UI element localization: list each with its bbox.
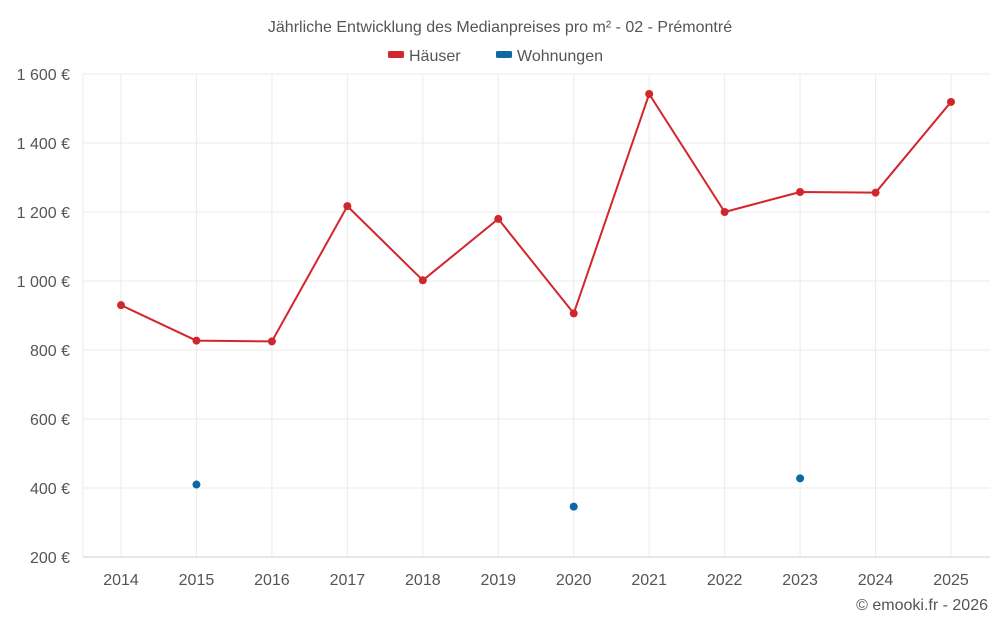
series-line <box>120 93 952 343</box>
x-tick-label: 2014 <box>103 572 139 589</box>
data-point[interactable] <box>569 309 578 318</box>
x-tick-label: 2024 <box>858 572 894 589</box>
y-axis-ticks: 200 € 400 € 600 € 800 € 1 000 € 1 200 € 1 400 … <box>17 67 70 567</box>
chart-title: Jährliche Entwicklung des Medianpreises … <box>268 19 732 36</box>
series-group <box>117 90 955 511</box>
y-tick-label: 1 200 € <box>17 205 70 222</box>
data-point[interactable] <box>871 188 880 197</box>
data-point[interactable] <box>494 214 503 223</box>
data-point[interactable] <box>796 474 805 483</box>
data-point[interactable] <box>569 502 578 511</box>
legend-label: Häuser <box>409 48 461 65</box>
data-point[interactable] <box>418 276 427 285</box>
legend-swatch <box>388 51 404 58</box>
x-axis-ticks: 2014 2015 2016 2017 2018 2019 2020 2021 2022 2023… <box>103 572 969 589</box>
data-point[interactable] <box>796 187 805 196</box>
x-tick-label: 2017 <box>330 572 366 589</box>
y-tick-label: 200 € <box>30 550 70 567</box>
x-tick-label: 2023 <box>782 572 818 589</box>
data-point[interactable] <box>267 337 276 346</box>
data-point[interactable] <box>192 480 201 489</box>
data-point[interactable] <box>117 301 125 310</box>
x-tick-label: 2021 <box>631 572 667 589</box>
copyright-text: © emooki.fr - 2026 <box>856 597 988 614</box>
y-tick-label: 1 600 € <box>17 67 70 84</box>
legend-label: Wohnungen <box>517 48 603 65</box>
data-point[interactable] <box>720 208 729 216</box>
data-point[interactable] <box>645 90 654 99</box>
x-tick-label: 2015 <box>179 572 215 589</box>
data-point[interactable] <box>343 202 352 211</box>
legend: Häuser Wohnungen <box>388 48 603 65</box>
y-tick-label: 800 € <box>30 343 70 360</box>
x-tick-label: 2022 <box>707 572 743 589</box>
x-tick-label: 2019 <box>480 572 516 589</box>
y-tick-label: 1 400 € <box>17 136 70 153</box>
y-tick-label: 600 € <box>30 412 70 429</box>
y-gridlines <box>83 73 990 489</box>
x-gridlines <box>82 74 952 557</box>
x-tick-label: 2016 <box>254 572 290 589</box>
data-point[interactable] <box>192 336 201 345</box>
y-tick-label: 400 € <box>30 481 70 498</box>
x-tick-label: 2018 <box>405 572 441 589</box>
data-point[interactable] <box>947 97 955 106</box>
y-tick-label: 1 000 € <box>17 274 70 291</box>
x-tick-label: 2025 <box>933 572 969 589</box>
legend-swatch <box>496 51 512 58</box>
x-tick-label: 2020 <box>556 572 592 589</box>
